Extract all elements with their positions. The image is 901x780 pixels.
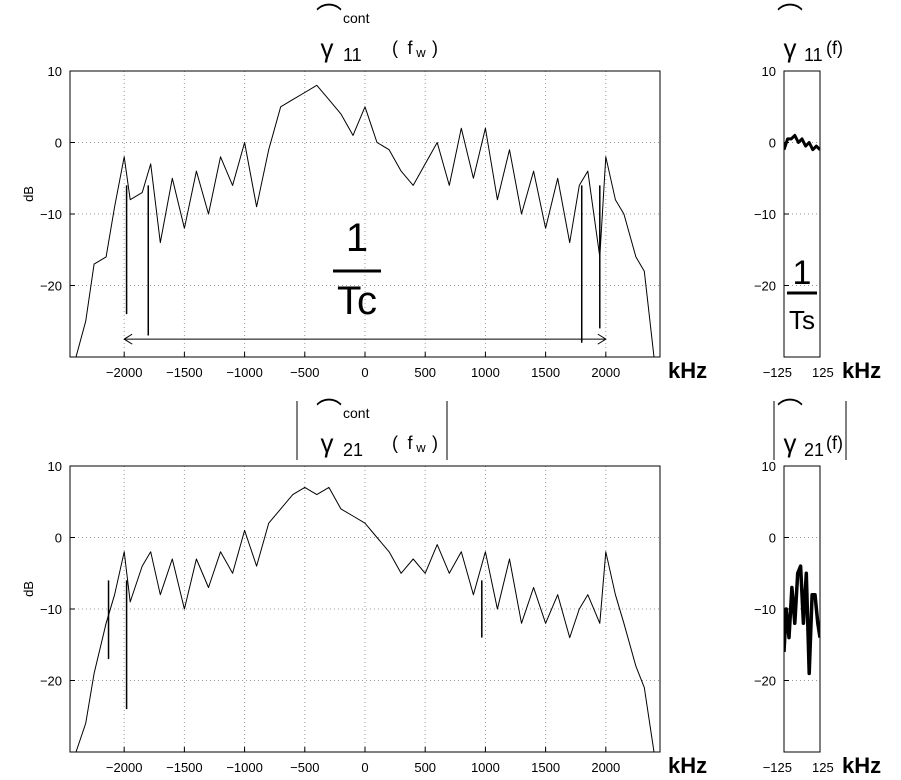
y-tick-label: −10 [40, 602, 62, 617]
x-tick-label: −2000 [106, 760, 143, 775]
title-subscript: 21 [804, 440, 824, 460]
x-tick-label: −1500 [166, 365, 203, 380]
x-tick-label: 1500 [531, 365, 560, 380]
panel-g11-cont: 10 0 −10 −20 −2000 −1500 −1000 −500 0 500 1000 1500… [21, 2, 707, 383]
title-arg: (f) [826, 38, 843, 58]
title-subscript: 11 [804, 45, 823, 65]
title-superscript: cont [343, 10, 370, 26]
x-tick-label: 0 [361, 760, 368, 775]
x-tick-label: 1000 [471, 365, 500, 380]
panel-g11-f: 10 0 −10 −20 −125 125 kHz ⌒γ 11 (f) 1 Ts [754, 2, 881, 383]
y-tick-label: 0 [769, 531, 776, 546]
y-tick-label: 10 [762, 64, 776, 79]
y-tick-label: 0 [55, 531, 62, 546]
x-tick-label: −125 [763, 365, 792, 380]
y-tick-label: −20 [40, 279, 62, 294]
x-tick-label: 500 [414, 760, 436, 775]
title-hat: ⌒ [777, 397, 803, 427]
title-subscript: 21 [343, 440, 363, 460]
fraction-numerator: 1 [793, 254, 812, 292]
fraction-numerator: 1 [346, 216, 368, 260]
series-line [75, 486, 655, 752]
x-tick-label: 500 [414, 365, 436, 380]
x-tick-label: −125 [763, 760, 792, 775]
x-tick-label: 1000 [471, 760, 500, 775]
series-line [784, 564, 820, 676]
x-tick-label: 0 [361, 365, 368, 380]
x-tick-label: −500 [290, 760, 319, 775]
x-tick-label: −1000 [226, 365, 263, 380]
series-line [75, 84, 655, 357]
title-hat: ⌒ [777, 2, 803, 32]
title-paren-close: ) [432, 38, 438, 58]
title-arg-sub: w [415, 45, 426, 60]
fraction-denominator: Ts [789, 305, 815, 335]
title-subscript: 11 [343, 45, 362, 65]
y-tick-label: 0 [769, 136, 776, 151]
title-arg: f [407, 433, 413, 453]
x-tick-label: 125 [812, 760, 834, 775]
title-paren-open: ( [392, 38, 398, 58]
y-axis-label: dB [21, 581, 36, 597]
x-axis-unit: kHz [668, 753, 707, 778]
y-tick-label: 10 [48, 64, 62, 79]
title-arg: (f) [826, 433, 843, 453]
title-symbol: γ [321, 428, 334, 458]
title-symbol: γ [784, 428, 797, 458]
x-axis-unit: kHz [842, 358, 881, 383]
y-tick-label: 0 [55, 136, 62, 151]
series-line [784, 133, 820, 152]
y-tick-label: 10 [48, 459, 62, 474]
x-axis-unit: kHz [842, 753, 881, 778]
panel-g21-f: 10 0 −10 −20 −125 125 kHz ⌒γ 21 (f) [754, 397, 881, 778]
x-tick-label: −2000 [106, 365, 143, 380]
title-superscript: cont [343, 405, 370, 421]
title-arg-sub: w [415, 440, 426, 455]
x-tick-label: 2000 [591, 760, 620, 775]
x-axis-unit: kHz [668, 358, 707, 383]
title-symbol: γ [321, 33, 334, 63]
x-tick-label: 125 [812, 365, 834, 380]
x-tick-label: 2000 [591, 365, 620, 380]
title-symbol: γ [784, 33, 797, 63]
y-tick-label: −10 [754, 207, 776, 222]
period-arrow-head-right [597, 333, 607, 345]
x-tick-label: −1000 [226, 760, 263, 775]
title-paren-close: ) [432, 433, 438, 453]
fraction-denominator: Tc [337, 279, 377, 323]
title-arg: f [407, 38, 413, 58]
y-tick-label: −20 [754, 279, 776, 294]
x-tick-label: −500 [290, 365, 319, 380]
title-hat: ⌒ [316, 2, 342, 32]
y-tick-label: −10 [754, 602, 776, 617]
x-tick-label: 1500 [531, 760, 560, 775]
y-tick-label: −10 [40, 207, 62, 222]
y-tick-label: 10 [762, 459, 776, 474]
title-paren-open: ( [392, 433, 398, 453]
y-tick-label: −20 [40, 674, 62, 689]
title-hat: ⌒ [316, 397, 342, 427]
y-tick-label: −20 [754, 674, 776, 689]
panel-g21-cont: 10 0 −10 −20 −2000 −1500 −1000 −500 0 500 1000 1500… [21, 397, 707, 778]
period-arrow-head-left [123, 333, 133, 345]
x-tick-label: −1500 [166, 760, 203, 775]
y-axis-label: dB [21, 186, 36, 202]
